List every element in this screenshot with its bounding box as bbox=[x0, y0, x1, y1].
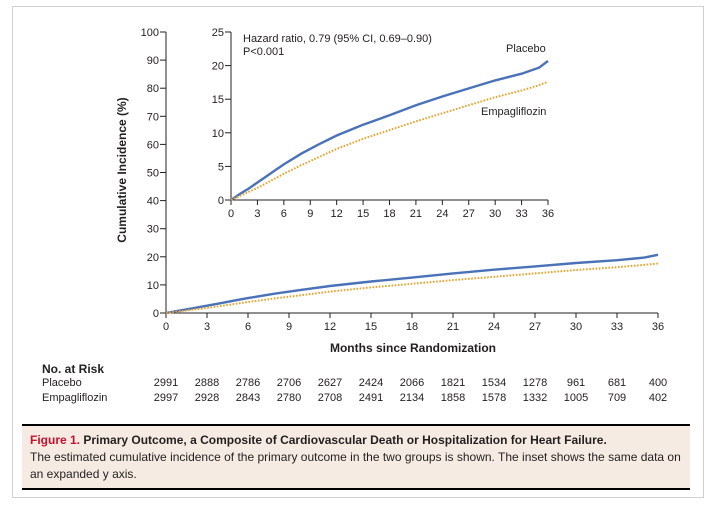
risk-count-placebo-33: 681 bbox=[607, 377, 627, 389]
inset-y-tick-label-10: 10 bbox=[212, 128, 224, 140]
risk-count-empagliflozin-18: 2134 bbox=[399, 392, 425, 404]
risk-count-empagliflozin-6: 2843 bbox=[235, 392, 261, 404]
main-series-placebo bbox=[165, 253, 659, 315]
risk-count-empagliflozin-36: 402 bbox=[648, 392, 668, 404]
risk-count-empagliflozin-30: 1005 bbox=[563, 392, 589, 404]
main-x-tick-label-15: 15 bbox=[365, 321, 377, 333]
inset-y-tick-label-0: 0 bbox=[218, 195, 224, 207]
main-x-tick-label-0: 0 bbox=[163, 321, 169, 333]
inset-x-tick-label-21: 21 bbox=[410, 208, 422, 220]
risk-count-placebo-21: 1821 bbox=[440, 377, 466, 389]
risk-count-empagliflozin-12: 2708 bbox=[317, 392, 343, 404]
risk-row-label-placebo: Placebo bbox=[42, 377, 82, 389]
risk-row-empagliflozin: 2997 2928 2843 2780 2708 2491 2134 1858 1578 1332… bbox=[0, 392, 714, 406]
risk-count-placebo-6: 2786 bbox=[235, 377, 261, 389]
inset-x-tick-label-18: 18 bbox=[383, 208, 395, 220]
risk-count-placebo-0: 2991 bbox=[153, 377, 179, 389]
main-x-tick-label-9: 9 bbox=[286, 321, 292, 333]
figure-frame bbox=[12, 6, 704, 498]
risk-table-title: No. at Risk bbox=[42, 362, 105, 376]
risk-count-empagliflozin-27: 1332 bbox=[522, 392, 548, 404]
main-y-tick-label-40: 40 bbox=[147, 196, 159, 208]
figure-label: Figure 1. bbox=[30, 433, 81, 447]
risk-count-placebo-3: 2888 bbox=[194, 377, 220, 389]
inset-x-tick-label-27: 27 bbox=[463, 208, 475, 220]
p-value-annotation: P<0.001 bbox=[243, 46, 284, 58]
main-x-axis-label: Months since Randomization bbox=[330, 341, 496, 355]
main-x-ticks: 0 3 6 9 12 15 18 21 24 27 30 33 36 bbox=[163, 313, 664, 333]
main-y-axis-label: Cumulative Incidence (%) bbox=[115, 97, 129, 242]
figure-caption-body: The estimated cumulative incidence of th… bbox=[30, 450, 681, 481]
inset-x-tick-label-9: 9 bbox=[307, 208, 313, 220]
main-y-tick-label-50: 50 bbox=[147, 168, 159, 180]
legend-label-empagliflozin: Empagliflozin bbox=[481, 106, 546, 118]
risk-count-empagliflozin-15: 2491 bbox=[358, 392, 384, 404]
risk-count-empagliflozin-21: 1858 bbox=[440, 392, 466, 404]
inset-x-tick-label-24: 24 bbox=[436, 208, 448, 220]
inset-y-tick-label-20: 20 bbox=[212, 61, 224, 73]
hazard-ratio-annotation: Hazard ratio, 0.79 (95% CI, 0.69–0.90) bbox=[243, 33, 432, 45]
main-y-tick-label-70: 70 bbox=[147, 111, 159, 123]
risk-count-placebo-12: 2627 bbox=[317, 377, 343, 389]
risk-row-placebo: 2991 2888 2786 2706 2627 2424 2066 1821 1534 1278… bbox=[0, 377, 714, 391]
inset-y-tick-label-15: 15 bbox=[212, 94, 224, 106]
main-x-tick-label-24: 24 bbox=[488, 321, 500, 333]
risk-count-placebo-9: 2706 bbox=[276, 377, 302, 389]
inset-series bbox=[230, 59, 549, 201]
inset-x-tick-label-6: 6 bbox=[281, 208, 287, 220]
main-x-tick-label-12: 12 bbox=[324, 321, 336, 333]
inset-x-tick-label-15: 15 bbox=[357, 208, 369, 220]
risk-count-empagliflozin-0: 2997 bbox=[153, 392, 179, 404]
main-y-tick-label-90: 90 bbox=[147, 55, 159, 67]
main-y-tick-label-100: 100 bbox=[141, 27, 159, 39]
inset-series-placebo bbox=[230, 59, 549, 201]
main-x-tick-label-27: 27 bbox=[529, 321, 541, 333]
main-x-tick-label-6: 6 bbox=[245, 321, 251, 333]
main-x-tick-label-36: 36 bbox=[652, 321, 664, 333]
figure-caption: Figure 1. Primary Outcome, a Composite o… bbox=[22, 424, 690, 490]
main-y-tick-label-80: 80 bbox=[147, 83, 159, 95]
main-series bbox=[165, 253, 659, 315]
main-y-tick-label-30: 30 bbox=[147, 224, 159, 236]
main-y-tick-label-60: 60 bbox=[147, 139, 159, 151]
risk-count-placebo-36: 400 bbox=[648, 377, 668, 389]
main-x-tick-label-33: 33 bbox=[611, 321, 623, 333]
inset-x-tick-label-30: 30 bbox=[489, 208, 501, 220]
inset-x-tick-label-36: 36 bbox=[542, 208, 554, 220]
main-y-tick-label-20: 20 bbox=[147, 252, 159, 264]
risk-count-placebo-15: 2424 bbox=[358, 377, 384, 389]
risk-row-label-empagliflozin: Empagliflozin bbox=[42, 392, 108, 404]
main-y-ticks: 0 10 20 30 40 50 60 70 80 90 100 bbox=[141, 27, 166, 320]
risk-count-placebo-24: 1534 bbox=[481, 377, 507, 389]
main-x-tick-label-3: 3 bbox=[204, 321, 210, 333]
inset-x-ticks: 0 3 6 9 12 15 18 21 24 27 30 33 36 bbox=[228, 200, 554, 220]
figure-title: Primary Outcome, a Composite of Cardiova… bbox=[83, 433, 607, 447]
risk-count-placebo-27: 1278 bbox=[522, 377, 548, 389]
risk-count-empagliflozin-24: 1578 bbox=[481, 392, 507, 404]
inset-y-tick-label-5: 5 bbox=[218, 161, 224, 173]
risk-count-empagliflozin-3: 2928 bbox=[194, 392, 220, 404]
risk-count-placebo-30: 961 bbox=[566, 377, 586, 389]
main-series-empagliflozin bbox=[165, 262, 659, 314]
main-x-tick-label-21: 21 bbox=[447, 321, 459, 333]
inset-x-tick-label-12: 12 bbox=[331, 208, 343, 220]
risk-count-empagliflozin-33: 709 bbox=[607, 392, 627, 404]
main-x-tick-label-30: 30 bbox=[570, 321, 582, 333]
inset-x-tick-label-3: 3 bbox=[254, 208, 260, 220]
risk-count-placebo-18: 2066 bbox=[399, 377, 425, 389]
legend-label-placebo: Placebo bbox=[506, 43, 546, 55]
inset-series-empagliflozin bbox=[230, 80, 549, 201]
risk-count-empagliflozin-9: 2780 bbox=[276, 392, 302, 404]
inset-y-ticks: 0 5 10 15 20 25 bbox=[212, 27, 231, 207]
inset-x-tick-label-0: 0 bbox=[228, 208, 234, 220]
main-x-tick-label-18: 18 bbox=[406, 321, 418, 333]
main-y-tick-label-0: 0 bbox=[153, 308, 159, 320]
inset-x-tick-label-33: 33 bbox=[515, 208, 527, 220]
inset-y-tick-label-25: 25 bbox=[212, 27, 224, 39]
main-y-tick-label-10: 10 bbox=[147, 280, 159, 292]
